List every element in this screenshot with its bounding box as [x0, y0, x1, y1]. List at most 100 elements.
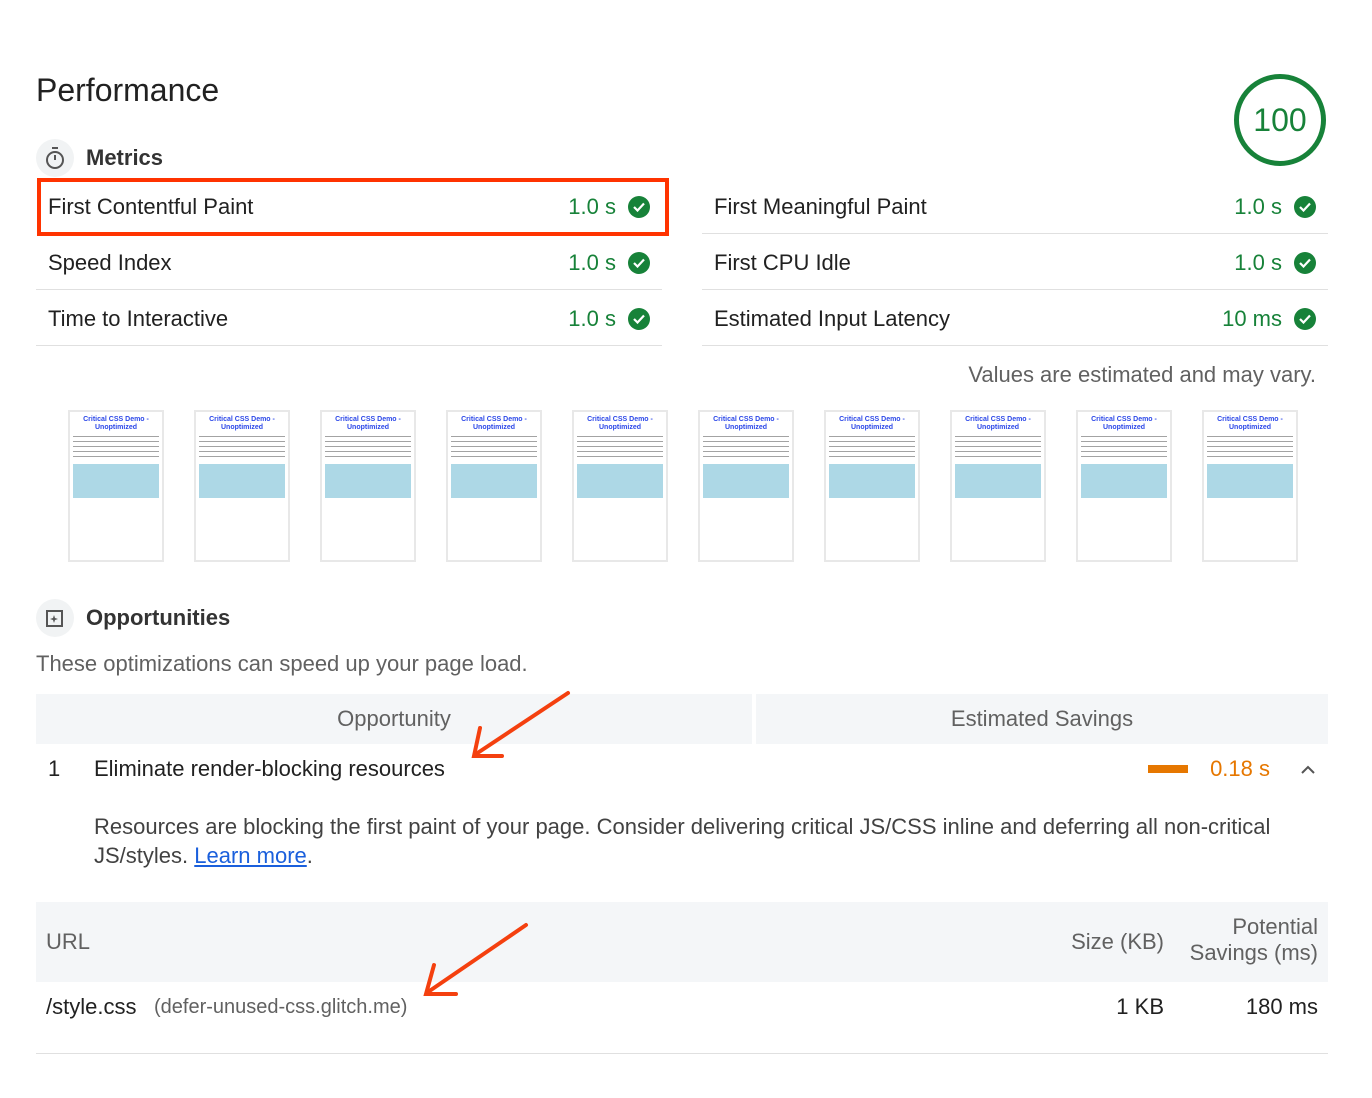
frame-box [73, 464, 159, 498]
frame-box [451, 464, 537, 498]
page-title: Performance [36, 72, 220, 108]
filmstrip-frame: Critical CSS Demo - Unoptimized [1076, 410, 1172, 562]
resource-host: (defer-unused-css.glitch.me) [154, 996, 408, 1018]
check-icon [628, 307, 650, 330]
frame-text [73, 436, 159, 460]
filmstrip-frame: Critical CSS Demo - Unoptimized [320, 410, 416, 562]
frame-text [577, 436, 663, 460]
filmstrip-frame: Critical CSS Demo - Unoptimized [1202, 410, 1298, 562]
metrics-header: Metrics [36, 139, 163, 177]
frame-title: Critical CSS Demo - Unoptimized [83, 416, 149, 431]
opportunity-detail-text: Resources are blocking the first paint o… [94, 814, 1271, 868]
learn-more-link[interactable]: Learn more [194, 843, 307, 868]
frame-box [577, 464, 663, 498]
frame-title: Critical CSS Demo - Unoptimized [713, 416, 779, 431]
column-header-savings: Estimated Savings [756, 694, 1328, 744]
frame-box [199, 464, 285, 498]
frame-title: Critical CSS Demo - Unoptimized [1091, 416, 1157, 431]
check-icon [628, 196, 650, 218]
opportunity-savings: 0.18 s [1210, 756, 1270, 781]
frame-box [955, 464, 1041, 498]
resource-size: 1 KB [1116, 994, 1164, 1019]
frame-text [829, 436, 915, 460]
chevron-up-icon[interactable] [1288, 764, 1328, 774]
opportunity-row[interactable]: 1 Eliminate render-blocking resources 0.… [36, 748, 1328, 790]
frame-title: Critical CSS Demo - Unoptimized [965, 416, 1031, 431]
frame-box [1081, 464, 1167, 498]
metric-first-contentful-paint: First Contentful Paint 1.0 s [36, 180, 662, 234]
frame-box [703, 464, 789, 498]
check-icon [1294, 195, 1316, 218]
metric-first-meaningful-paint: First Meaningful Paint 1.0 s [702, 180, 1328, 234]
frame-title: Critical CSS Demo - Unoptimized [461, 416, 527, 431]
frame-text [703, 436, 789, 460]
highlight-box [37, 178, 669, 236]
frame-text [199, 436, 285, 460]
opportunity-index: 1 [48, 756, 61, 781]
filmstrip-frame: Critical CSS Demo - Unoptimized [68, 410, 164, 562]
check-icon [628, 251, 650, 274]
opportunity-title: Eliminate render-blocking resources [94, 756, 445, 781]
metric-label: Estimated Input Latency [714, 305, 951, 331]
arrow-url [426, 923, 528, 994]
metric-label: Speed Index [48, 249, 172, 275]
metrics-heading: Metrics [86, 145, 164, 170]
metric-value: 1.0 s [568, 249, 616, 275]
frame-title: Critical CSS Demo - Unoptimized [587, 416, 653, 431]
frame-text [955, 436, 1041, 460]
frame-box [829, 464, 915, 498]
savings-bar [1148, 765, 1189, 773]
metric-value: 1.0 s [568, 305, 616, 331]
metric-value: 1.0 s [1234, 249, 1282, 275]
metric-time-to-interactive: Time to Interactive 1.0 s [36, 292, 662, 346]
opportunity-detail: Resources are blocking the first paint o… [94, 814, 1271, 868]
stopwatch-icon [36, 139, 74, 177]
frame-text [451, 436, 537, 460]
column-header-potential-savings: Potential Savings (ms) [1190, 914, 1318, 966]
frame-title: Critical CSS Demo - Unoptimized [1217, 416, 1283, 431]
frame-title: Critical CSS Demo - Unoptimized [209, 416, 275, 431]
column-header-url: URL [46, 929, 91, 954]
frame-title: Critical CSS Demo - Unoptimized [335, 416, 401, 431]
check-icon [1294, 251, 1316, 274]
resource-url[interactable]: /style.css [46, 994, 137, 1019]
metric-label: First CPU Idle [714, 249, 851, 275]
opportunities-description: These optimizations can speed up your pa… [36, 651, 528, 676]
opportunities-header: Opportunities [36, 599, 230, 637]
filmstrip-frame: Critical CSS Demo - Unoptimized [950, 410, 1046, 562]
filmstrip-frame: Critical CSS Demo - Unoptimized [446, 410, 542, 562]
resource-savings: 180 ms [1245, 994, 1318, 1019]
arrow-opportunity [474, 691, 570, 756]
resource-row: /style.css (defer-unused-css.glitch.me) … [36, 982, 1328, 1054]
resource-table-header: URL Size (KB) Potential Savings (ms) [36, 902, 1328, 982]
metric-value: 10 ms [1222, 305, 1282, 331]
frame-text [1081, 436, 1167, 460]
column-header-opportunity: Opportunity [36, 694, 752, 744]
filmstrip-frame: Critical CSS Demo - Unoptimized [572, 410, 668, 562]
metric-estimated-input-latency: Estimated Input Latency 10 ms [702, 292, 1328, 346]
metrics-note: Values are estimated and may vary. [968, 362, 1316, 387]
frame-text [325, 436, 411, 460]
filmstrip-frame: Critical CSS Demo - Unoptimized [824, 410, 920, 562]
filmstrip-frame: Critical CSS Demo - Unoptimized [698, 410, 794, 562]
metric-label: Time to Interactive [48, 305, 229, 331]
metric-value: 1.0 s [568, 194, 616, 219]
metric-label: First Meaningful Paint [714, 193, 927, 219]
performance-score-gauge: 100 [1234, 74, 1326, 166]
col-savings-line1: Potential [1232, 914, 1318, 939]
column-header-size: Size (KB) [1071, 929, 1164, 954]
frame-text [1207, 436, 1293, 460]
metric-speed-index: Speed Index 1.0 s [36, 236, 662, 290]
opportunities-heading: Opportunities [86, 605, 231, 630]
sparkle-icon [36, 599, 74, 637]
metric-label: First Contentful Paint [48, 194, 254, 219]
filmstrip-frame: Critical CSS Demo - Unoptimized [194, 410, 290, 562]
metric-first-cpu-idle: First CPU Idle 1.0 s [702, 236, 1328, 290]
metric-value: 1.0 s [1234, 193, 1282, 219]
check-icon [1294, 307, 1316, 330]
frame-box [325, 464, 411, 498]
frame-title: Critical CSS Demo - Unoptimized [839, 416, 905, 431]
col-savings-line2: Savings (ms) [1189, 940, 1318, 965]
frame-box [1207, 464, 1293, 498]
